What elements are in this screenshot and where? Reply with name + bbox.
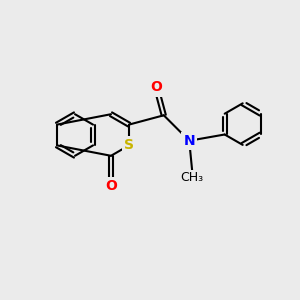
Text: S: S xyxy=(124,138,134,152)
Text: N: N xyxy=(183,134,195,148)
Text: CH₃: CH₃ xyxy=(181,171,204,184)
Text: O: O xyxy=(150,80,162,94)
Text: O: O xyxy=(105,179,117,194)
